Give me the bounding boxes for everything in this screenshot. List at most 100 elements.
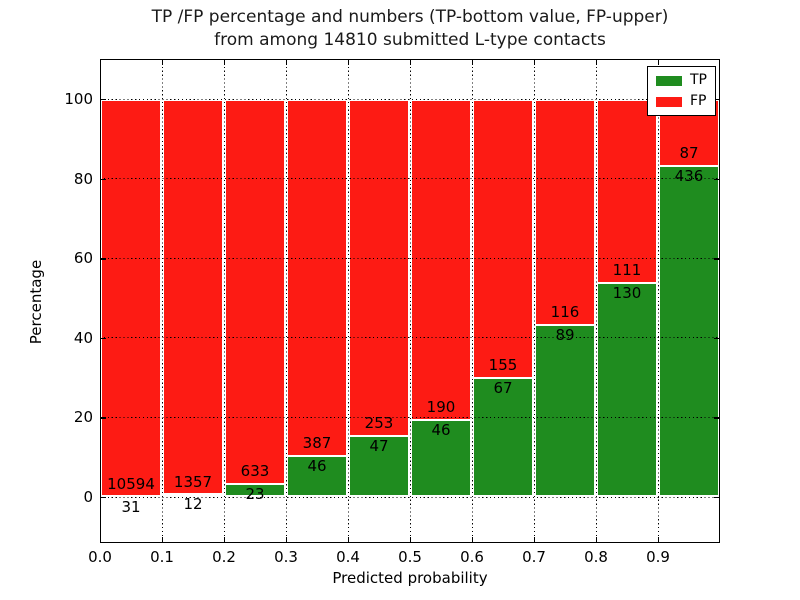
bar-segment-fp	[100, 99, 162, 497]
x-tick-label: 0.5	[398, 548, 422, 566]
y-tick-mark	[100, 178, 106, 180]
x-tick-mark	[348, 537, 350, 543]
legend-item-fp: FP	[656, 94, 707, 109]
bar-segment-fp	[162, 99, 224, 497]
x-tick-mark	[100, 537, 102, 543]
bar-labels-layer: 10594 31 1357 12 633 23 387 46 253 47 190 46 155 67 11…	[100, 59, 720, 543]
legend-label-fp: FP	[690, 93, 707, 109]
x-tick-mark	[658, 537, 660, 543]
vertical-gridline	[223, 59, 225, 543]
ticks-layer	[100, 59, 720, 543]
y-tick-label: 80	[73, 169, 93, 188]
x-tick-mark-top	[100, 59, 102, 65]
bars-layer	[100, 59, 720, 543]
bar-label-fp: 155	[488, 355, 518, 374]
bar-label-tp: 12	[183, 495, 203, 514]
y-tick-label: 60	[73, 249, 93, 268]
x-tick-label: 0.6	[460, 548, 484, 566]
vertical-gridline	[409, 59, 411, 543]
x-tick-mark-top	[596, 59, 598, 65]
vertical-gridline	[471, 59, 473, 543]
x-tick-mark	[472, 537, 474, 543]
bar-label-fp: 190	[426, 398, 456, 417]
x-tick-mark	[286, 537, 288, 543]
x-tick-mark-top	[348, 59, 350, 65]
x-tick-label: 0.3	[274, 548, 298, 566]
bar-label-tp: 436	[674, 167, 704, 186]
legend: TP FP	[647, 66, 716, 116]
y-tick-mark-right	[714, 497, 720, 499]
vertical-gridline	[347, 59, 349, 543]
x-tick-mark	[224, 537, 226, 543]
x-tick-mark	[410, 537, 412, 543]
x-tick-mark-top	[286, 59, 288, 65]
bar-label-tp: 23	[245, 485, 265, 504]
bar-segment-fp	[224, 99, 286, 497]
vertical-gridline	[161, 59, 163, 543]
x-tick-label: 0.0	[88, 548, 112, 566]
bar-segment-tp	[348, 434, 410, 497]
x-tick-mark	[534, 537, 536, 543]
x-tick-mark-top	[658, 59, 660, 65]
bar-segment-tp	[410, 419, 472, 497]
y-tick-mark-right	[714, 99, 720, 101]
bar-segment-tp	[162, 493, 224, 498]
y-tick-mark-right	[714, 337, 720, 340]
x-tick-mark-top	[224, 59, 226, 65]
legend-swatch-fp	[656, 96, 682, 107]
x-axis-label: Predicted probability	[332, 569, 488, 587]
x-tick-mark-top	[410, 59, 412, 65]
bar-label-fp: 387	[302, 433, 332, 452]
x-tick-label: 0.4	[336, 548, 360, 566]
chart-title: TP /FP percentage and numbers (TP-bottom…	[100, 6, 720, 52]
x-tick-mark-top	[472, 59, 474, 65]
y-tick-label: 20	[73, 408, 93, 427]
bar-label-tp: 46	[431, 421, 451, 440]
y-tick-mark-right	[714, 417, 720, 419]
chart-title-line1: TP /FP percentage and numbers (TP-bottom…	[151, 7, 669, 27]
bar-label-tp: 130	[612, 284, 642, 303]
x-tick-label: 0.8	[584, 548, 608, 566]
bar-segment-tp	[534, 324, 596, 497]
vertical-gridline	[285, 59, 287, 543]
x-tick-mark	[162, 537, 164, 543]
x-tick-label: 0.2	[212, 548, 236, 566]
x-tick-label: 0.9	[646, 548, 670, 566]
y-tick-label: 0	[83, 488, 93, 506]
x-tick-mark-top	[534, 59, 536, 65]
bar-segment-fp	[348, 99, 410, 497]
bar-label-fp: 633	[240, 462, 270, 481]
legend-swatch-tp	[656, 75, 682, 86]
y-tick-mark	[100, 497, 106, 499]
vertical-gridline	[595, 59, 597, 543]
bar-segment-tp	[472, 376, 534, 497]
bar-segment-tp	[286, 454, 348, 497]
y-axis-label: Percentage	[27, 259, 45, 345]
bar-label-tp: 31	[121, 497, 141, 516]
bar-label-fp: 87	[679, 144, 699, 163]
bar-label-fp: 253	[364, 413, 394, 432]
y-tick-label: 100	[64, 90, 93, 108]
y-tick-mark	[100, 258, 106, 260]
legend-label-tp: TP	[690, 72, 707, 88]
grid-layer	[100, 59, 720, 543]
y-tick-mark-right	[714, 178, 720, 180]
y-tick-mark-right	[714, 258, 720, 260]
x-tick-label: 0.1	[150, 548, 174, 566]
bar-label-fp: 1357	[173, 472, 213, 491]
bar-label-tp: 89	[555, 326, 575, 345]
plot-area: 10594 31 1357 12 633 23 387 46 253 47 190 46 155 67 11…	[100, 59, 720, 543]
bar-segment-fp	[286, 99, 348, 497]
bar-label-tp: 67	[493, 378, 513, 397]
y-tick-mark	[100, 99, 106, 101]
bar-segment-tp	[224, 483, 286, 497]
y-tick-label: 40	[73, 328, 93, 347]
x-tick-label: 0.7	[522, 548, 546, 566]
bar-label-fp: 116	[550, 303, 580, 322]
bar-label-tp: 47	[369, 436, 389, 455]
bar-label-tp: 46	[307, 456, 327, 475]
y-tick-mark	[100, 337, 106, 340]
bar-segment-tp	[596, 282, 658, 497]
x-tick-mark-top	[162, 59, 164, 65]
